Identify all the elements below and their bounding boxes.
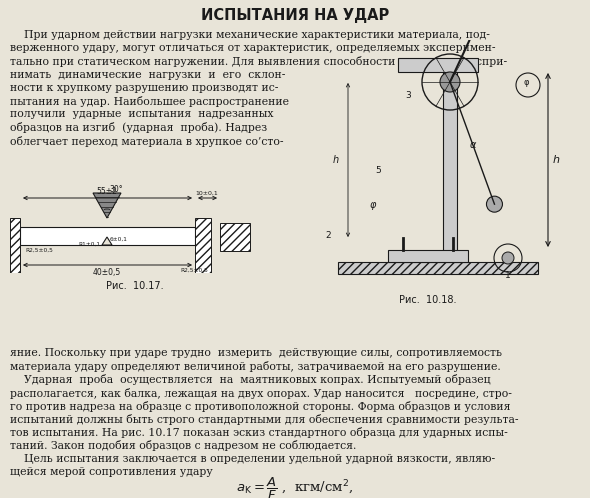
Text: R1±0,1: R1±0,1 [78,242,100,247]
Bar [220,223,250,251]
Text: нимать  динамические  нагрузки  и  его  склон-: нимать динамические нагрузки и его склон… [10,70,286,80]
Circle shape [502,252,514,264]
Text: Ударная  проба  осуществляется  на  маятниковых копрах. Испытуемый образец: Ударная проба осуществляется на маятнико… [10,374,491,385]
Text: го против надреза на образце с противоположной стороны. Форма образцов и условия: го против надреза на образце с противопо… [10,401,510,412]
Text: получили  ударные  испытания  надрезанных: получили ударные испытания надрезанных [10,109,274,119]
Text: яние. Поскольку при ударе трудно  измерить  действующие силы, сопротивляемость: яние. Поскольку при ударе трудно измерит… [10,348,502,358]
Text: Рис.  10.18.: Рис. 10.18. [399,295,457,305]
Text: $a_{\rm K} = \dfrac{A}{F}$ ,  кгм/см$^2$,: $a_{\rm K} = \dfrac{A}{F}$ , кгм/см$^2$, [237,476,353,498]
Text: тов испытания. На рис. 10.17 показан эскиз стандартного образца для ударных испы: тов испытания. На рис. 10.17 показан эск… [10,427,508,438]
Text: h: h [333,155,339,165]
Polygon shape [102,237,112,245]
Polygon shape [93,193,121,218]
Text: материала удару определяют величиной работы, затрачиваемой на его разрушение.: материала удару определяют величиной раб… [10,361,501,372]
Text: φ: φ [370,200,376,210]
Bar [20,227,195,245]
Circle shape [440,72,460,92]
Text: ИСПЫТАНИЯ НА УДАР: ИСПЫТАНИЯ НА УДАР [201,8,389,23]
Text: 55±2: 55±2 [97,187,117,196]
Text: φ: φ [523,78,529,87]
Text: таний. Закон подобия образцов с надрезом не соблюдается.: таний. Закон подобия образцов с надрезом… [10,440,356,451]
Text: 10±0,1: 10±0,1 [196,191,218,196]
Circle shape [487,196,503,212]
Bar [443,70,457,265]
Text: h: h [553,155,560,165]
Text: R2,5±0,5: R2,5±0,5 [180,268,208,273]
Text: 6±0,1: 6±0,1 [110,237,128,242]
Text: образцов на изгиб  (ударная  проба). Надрез: образцов на изгиб (ударная проба). Надре… [10,123,267,133]
Text: 1: 1 [505,270,511,279]
Text: R2,5±0,5: R2,5±0,5 [25,248,53,253]
Text: 40±0,5: 40±0,5 [93,268,121,277]
Text: α: α [470,140,476,150]
Bar [10,218,20,273]
Text: При ударном действии нагрузки механические характеристики материала, под-: При ударном действии нагрузки механическ… [10,30,490,40]
Text: 2: 2 [325,231,331,240]
Text: 3: 3 [405,91,411,100]
Text: 30°: 30° [109,185,123,194]
Text: облегчает переход материала в хрупкое со’сто-: облегчает переход материала в хрупкое со… [10,135,284,146]
Text: тально при статическом нагружении. Для выявления способности материала воспри-: тально при статическом нагружении. Для в… [10,56,507,67]
Text: ности к хрупкому разрушению производят ис-: ности к хрупкому разрушению производят и… [10,83,278,93]
Text: пытания на удар. Наибольшее распространение: пытания на удар. Наибольшее распростране… [10,96,289,107]
Text: располагается, как балка, лежащая на двух опорах. Удар наносится   посредине, ст: располагается, как балка, лежащая на дву… [10,387,512,398]
Text: щейся мерой сопротивления удару: щейся мерой сопротивления удару [10,467,213,477]
Bar [388,250,468,262]
Text: испытаний должны быть строго стандартными для обеспечения сравнимости результа-: испытаний должны быть строго стандартным… [10,414,519,425]
Text: Цель испытания заключается в определении удельной ударной вязкости, являю-: Цель испытания заключается в определении… [10,454,495,464]
Text: верженного удару, могут отличаться от характеристик, определяемых эксперимен-: верженного удару, могут отличаться от ха… [10,43,496,53]
Text: Рис.  10.17.: Рис. 10.17. [106,281,164,291]
Bar [398,58,478,72]
Bar [195,218,211,273]
Text: 5: 5 [375,165,381,174]
Bar [338,262,538,274]
